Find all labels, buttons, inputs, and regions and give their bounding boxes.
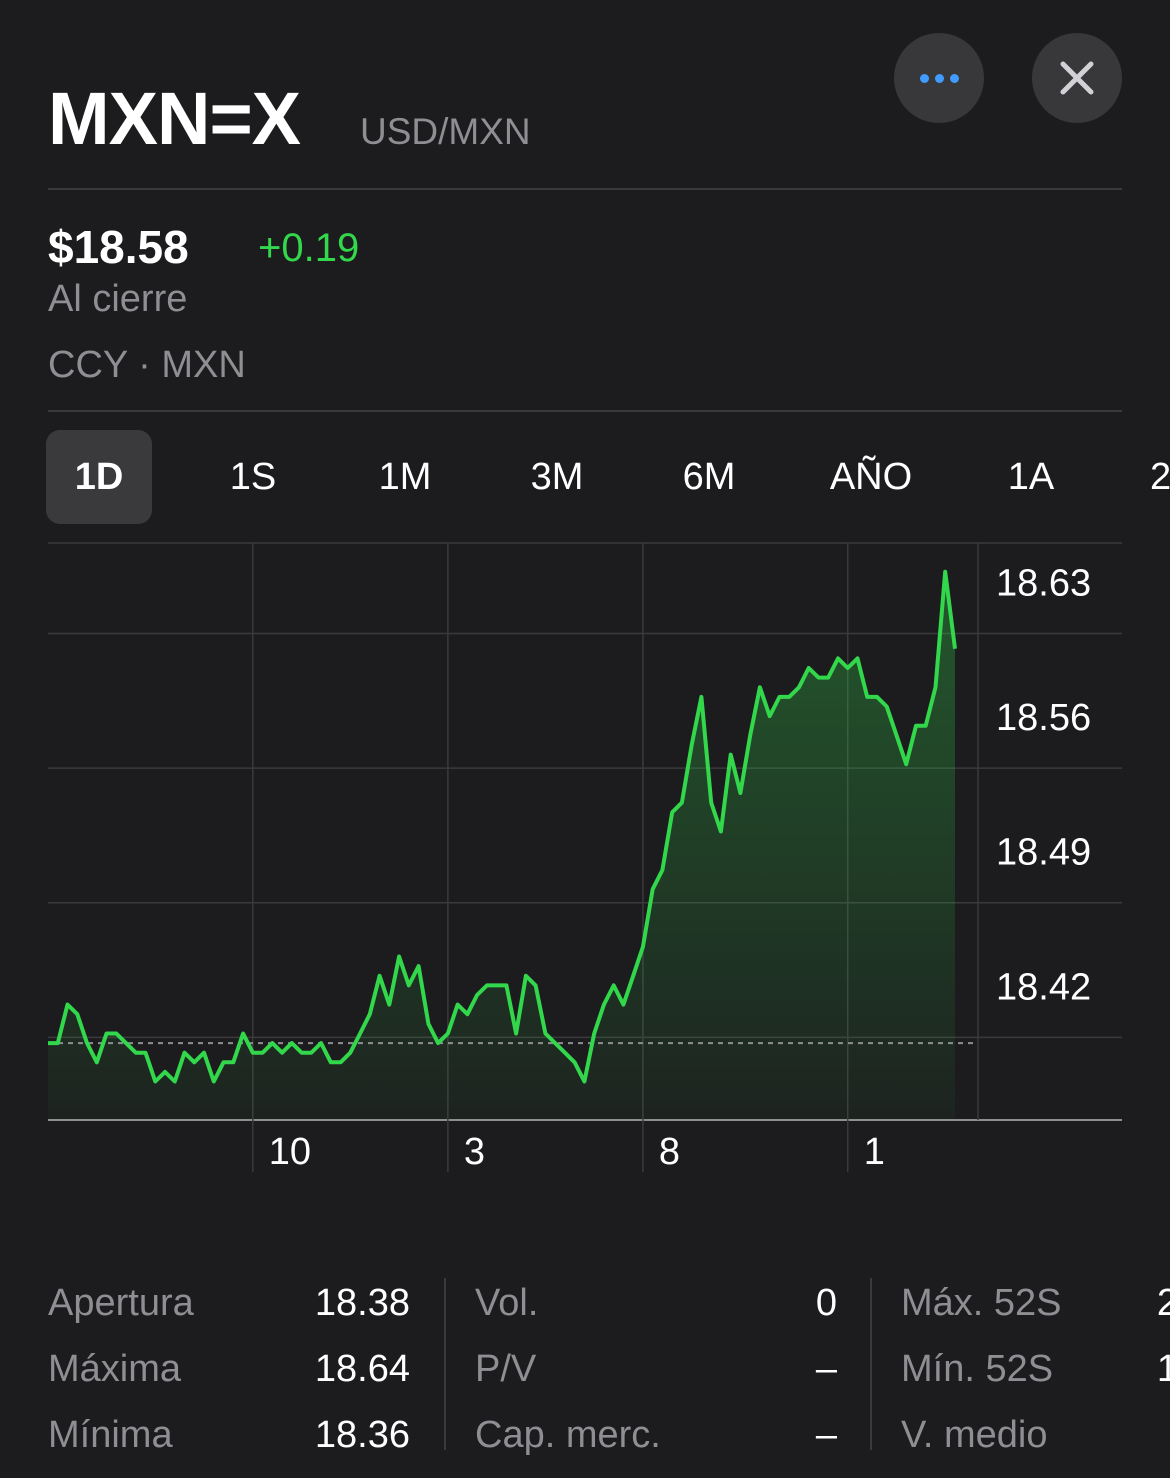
y-tick-label: 18.42 bbox=[996, 966, 1091, 1008]
close-icon bbox=[1060, 61, 1094, 95]
price-chart[interactable]: 18.63 18.56 18.49 18.42 10 3 8 1 bbox=[0, 530, 1170, 1180]
stats-divider bbox=[444, 1278, 446, 1450]
stat-value: 18.38 bbox=[314, 1282, 410, 1324]
ticker-name: USD/MXN bbox=[360, 111, 531, 152]
stat-value: 18.64 bbox=[314, 1348, 410, 1390]
stat-high: Máxima 18.64 bbox=[48, 1346, 410, 1412]
tab-3m[interactable]: 3M bbox=[530, 456, 584, 498]
stat-avg-volume: V. medio bbox=[901, 1412, 1170, 1478]
tab-2a[interactable]: 2 bbox=[1150, 456, 1170, 498]
current-price: $18.58 bbox=[48, 221, 189, 273]
y-tick-label: 18.56 bbox=[996, 697, 1091, 739]
tab-1m[interactable]: 1M bbox=[378, 456, 432, 498]
stats-divider bbox=[870, 1278, 872, 1450]
stat-market-cap: Cap. merc. – bbox=[475, 1412, 837, 1478]
market-status: Al cierre bbox=[48, 278, 188, 320]
stat-value: 18.36 bbox=[314, 1414, 410, 1456]
stat-52w-low: Mín. 52S 1 bbox=[901, 1346, 1170, 1412]
stat-label: P/V bbox=[475, 1348, 537, 1390]
y-tick-label: 18.49 bbox=[996, 832, 1091, 874]
stat-value: 1 bbox=[1156, 1348, 1170, 1390]
stat-label: Mín. 52S bbox=[901, 1348, 1054, 1390]
price-line bbox=[48, 569, 957, 1084]
stat-52w-high: Máx. 52S 2 bbox=[901, 1280, 1170, 1346]
stat-volume: Vol. 0 bbox=[475, 1280, 837, 1346]
stat-low: Mínima 18.36 bbox=[48, 1412, 410, 1478]
stat-label: Máx. 52S bbox=[901, 1282, 1062, 1324]
close-button[interactable] bbox=[1032, 33, 1122, 123]
stat-pe: P/V – bbox=[475, 1346, 837, 1412]
stat-value: – bbox=[815, 1348, 837, 1390]
stat-value: 0 bbox=[815, 1282, 837, 1324]
y-tick-label: 18.63 bbox=[996, 562, 1091, 604]
stat-label: Mínima bbox=[48, 1414, 173, 1456]
stat-label: Vol. bbox=[475, 1282, 539, 1324]
stat-value: – bbox=[815, 1414, 837, 1456]
tab-1d[interactable]: 1D bbox=[46, 430, 152, 524]
header-divider bbox=[48, 188, 1122, 190]
price-area bbox=[48, 571, 955, 1120]
tab-1a[interactable]: 1A bbox=[1007, 456, 1055, 498]
stats-col-2: Vol. 0 P/V – Cap. merc. – bbox=[475, 1280, 837, 1478]
tab-ytd[interactable]: AÑO bbox=[829, 456, 913, 498]
stat-value: 2 bbox=[1156, 1282, 1170, 1324]
tab-6m[interactable]: 6M bbox=[682, 456, 736, 498]
more-button[interactable] bbox=[894, 33, 984, 123]
tab-1s[interactable]: 1S bbox=[229, 456, 277, 498]
exchange-label: CCY · MXN bbox=[48, 344, 246, 386]
stat-open: Apertura 18.38 bbox=[48, 1280, 410, 1346]
x-tick-label: 3 bbox=[464, 1131, 485, 1173]
ellipsis-icon bbox=[919, 73, 959, 83]
quote-divider bbox=[48, 410, 1122, 412]
stat-label: V. medio bbox=[901, 1414, 1048, 1456]
x-tick-label: 1 bbox=[864, 1131, 885, 1173]
stats-col-3: Máx. 52S 2 Mín. 52S 1 V. medio bbox=[901, 1280, 1170, 1478]
x-tick-label: 10 bbox=[269, 1131, 311, 1173]
stat-label: Cap. merc. bbox=[475, 1414, 661, 1456]
x-tick-label: 8 bbox=[659, 1131, 680, 1173]
ticker-symbol: MXN=X bbox=[48, 77, 301, 160]
stat-label: Máxima bbox=[48, 1348, 182, 1390]
stat-label: Apertura bbox=[48, 1282, 194, 1324]
stats-col-1: Apertura 18.38 Máxima 18.64 Mínima 18.36 bbox=[48, 1280, 410, 1478]
price-change: +0.19 bbox=[258, 226, 360, 270]
